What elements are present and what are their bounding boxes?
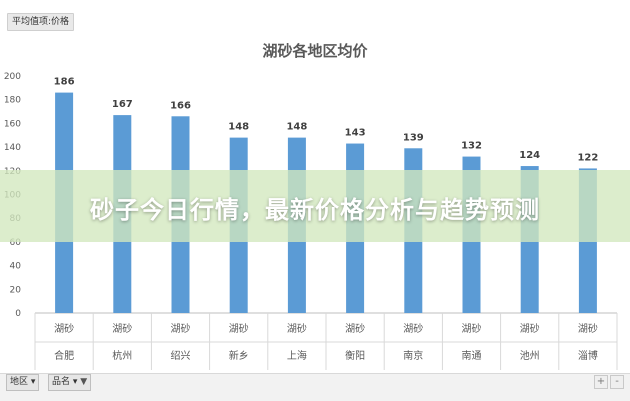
data-label: 143 <box>345 128 366 139</box>
data-label: 124 <box>519 150 540 161</box>
x-category-label: 湖砂 <box>578 322 598 335</box>
y-tick-label: 0 <box>15 309 21 319</box>
pivot-field-button[interactable]: 平均值项:价格 <box>7 13 75 31</box>
data-label: 148 <box>228 122 249 133</box>
region-filter-button[interactable]: 地区 ▾ <box>6 374 40 391</box>
data-label: 122 <box>577 152 598 163</box>
chart-title: 湖砂各地区均价 <box>262 42 368 60</box>
x-category-label: 湖砂 <box>462 322 482 335</box>
zoom-in-button[interactable]: + <box>594 375 608 389</box>
data-label: 132 <box>461 141 482 152</box>
x-category-label: 南京 <box>403 349 423 362</box>
zoom-out-button[interactable]: - <box>610 375 624 389</box>
data-label: 148 <box>286 122 307 133</box>
y-tick-label: 180 <box>4 96 21 106</box>
x-category-label: 湖砂 <box>229 322 249 335</box>
region-filter-label: 地区 <box>10 377 29 387</box>
x-category-label: 湖砂 <box>345 322 365 335</box>
x-category-label: 湖砂 <box>287 322 307 335</box>
banner-headline: 砂子今日行情，最新价格分析与趋势预测 <box>90 196 540 224</box>
x-category-label: 湖砂 <box>520 322 540 335</box>
y-tick-label: 40 <box>10 262 22 272</box>
x-category-label: 衡阳 <box>345 350 365 362</box>
y-tick-label: 160 <box>4 119 21 129</box>
overlay-banner <box>0 170 630 242</box>
dropdown-arrow-icon: ▾ <box>72 377 78 387</box>
x-category-label: 湖砂 <box>54 322 74 335</box>
x-category-label: 新乡 <box>229 349 249 362</box>
data-label: 139 <box>403 132 424 143</box>
data-label: 186 <box>54 77 75 88</box>
y-tick-label: 140 <box>4 143 21 153</box>
x-category-label: 杭州 <box>112 349 132 362</box>
data-label: 166 <box>170 100 191 111</box>
x-category-label: 上海 <box>287 349 307 362</box>
y-tick-label: 200 <box>4 72 21 82</box>
funnel-filter-icon: ▼ <box>80 377 88 387</box>
filter-bar <box>0 373 630 401</box>
x-category-label: 绍兴 <box>171 349 191 362</box>
y-tick-label: 60 <box>10 238 22 248</box>
x-category-label: 湖砂 <box>112 322 132 335</box>
product-filter-label: 品名 <box>52 377 71 387</box>
y-tick-label: 20 <box>10 285 22 295</box>
dropdown-arrow-icon: ▾ <box>30 377 36 387</box>
x-category-label: 合肥 <box>54 349 74 362</box>
x-category-label: 池州 <box>520 349 540 362</box>
x-category-label: 南通 <box>462 349 482 362</box>
data-label: 167 <box>112 99 133 110</box>
x-category-label: 湖砂 <box>171 322 191 335</box>
x-category-label: 湖砂 <box>403 322 423 335</box>
product-filter-button[interactable]: 品名 ▾ ▼ <box>48 374 92 391</box>
x-category-label: 淄博 <box>578 349 598 362</box>
